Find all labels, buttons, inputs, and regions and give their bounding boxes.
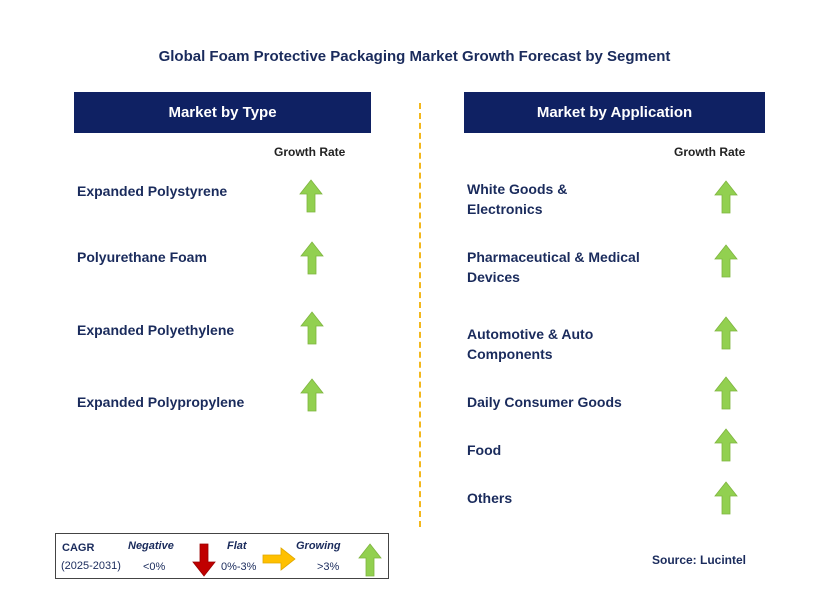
- up-arrow-icon: [714, 316, 738, 350]
- source-label: Source: Lucintel: [652, 553, 747, 567]
- application-item-label: Automotive & Auto Components: [467, 326, 594, 362]
- type-item-label: Expanded Polyethylene: [77, 322, 235, 338]
- up-arrow-icon: [714, 376, 738, 410]
- up-arrow-icon: [300, 241, 324, 275]
- type-header: Market by Type: [74, 92, 371, 133]
- legend-growing-label: Growing: [296, 540, 341, 552]
- type-item-label: Polyurethane Foam: [77, 249, 207, 265]
- right-arrow-icon: [262, 547, 296, 571]
- legend-cagr-label: CAGR: [62, 542, 95, 554]
- legend-negative-label: Negative: [128, 540, 174, 552]
- legend-period: (2025-2031): [61, 560, 121, 572]
- legend-flat-range: 0%-3%: [221, 561, 257, 573]
- up-arrow-icon: [300, 311, 324, 345]
- up-arrow-icon: [300, 378, 324, 412]
- up-arrow-icon: [358, 543, 382, 577]
- type-growth-rate-label: Growth Rate: [274, 145, 346, 159]
- application-item-label: Daily Consumer Goods: [467, 394, 622, 410]
- down-arrow-icon: [192, 543, 216, 577]
- up-arrow-icon: [714, 180, 738, 214]
- application-growth-rate-label: Growth Rate: [674, 145, 746, 159]
- legend-negative-range: <0%: [143, 561, 166, 573]
- type-item-label: Expanded Polystyrene: [77, 183, 228, 199]
- panel-divider: [419, 103, 421, 527]
- up-arrow-icon: [714, 428, 738, 462]
- legend-growing-range: >3%: [317, 561, 340, 573]
- application-item-label: White Goods & Electronics: [467, 181, 568, 217]
- application-item-label: Pharmaceutical & Medical Devices: [467, 249, 640, 285]
- page-title: Global Foam Protective Packaging Market …: [158, 48, 671, 65]
- up-arrow-icon: [714, 481, 738, 515]
- application-item-label: Others: [467, 490, 513, 506]
- up-arrow-icon: [714, 244, 738, 278]
- application-item-label: Food: [467, 442, 502, 458]
- type-item-label: Expanded Polypropylene: [77, 394, 245, 410]
- up-arrow-icon: [299, 179, 323, 213]
- application-header: Market by Application: [464, 92, 765, 133]
- legend-flat-label: Flat: [227, 540, 247, 552]
- cagr-legend: CAGR (2025-2031) Negative <0% Flat 0%-3%…: [55, 533, 389, 579]
